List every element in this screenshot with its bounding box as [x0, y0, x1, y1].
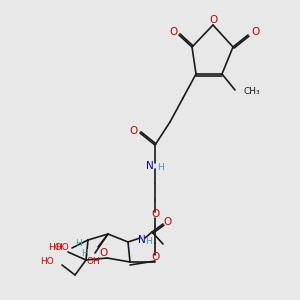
Text: HO: HO — [40, 257, 54, 266]
Text: O: O — [129, 126, 137, 136]
Text: HO: HO — [48, 244, 62, 253]
Text: H: H — [75, 238, 81, 247]
Text: N: N — [138, 235, 146, 245]
Text: HO: HO — [55, 244, 69, 253]
Text: O: O — [169, 27, 177, 37]
Text: H: H — [82, 248, 88, 257]
Text: CH₃: CH₃ — [243, 88, 260, 97]
Text: OH: OH — [86, 256, 100, 266]
Text: N: N — [146, 161, 154, 171]
Text: H: H — [146, 238, 152, 247]
Text: O: O — [100, 248, 108, 258]
Text: H: H — [157, 164, 164, 172]
Text: O: O — [151, 252, 159, 262]
Text: O: O — [151, 209, 159, 219]
Text: O: O — [164, 217, 172, 227]
Text: O: O — [209, 15, 217, 25]
Text: O: O — [251, 27, 259, 37]
